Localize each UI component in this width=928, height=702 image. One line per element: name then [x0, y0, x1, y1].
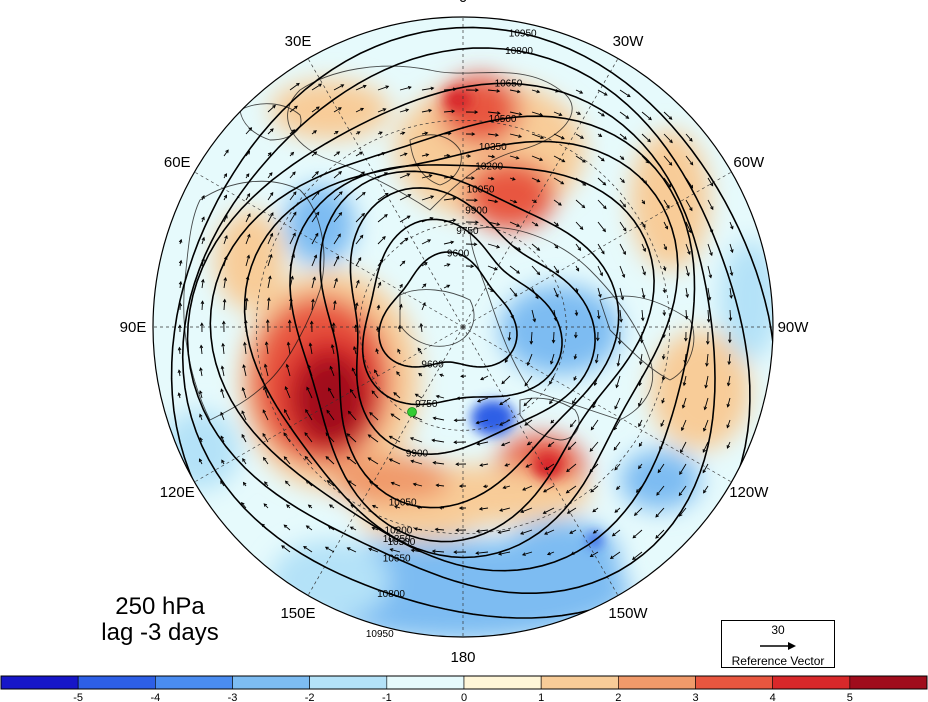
contour-line	[186, 82, 716, 594]
contour-line	[378, 251, 518, 368]
station-marker	[407, 407, 417, 417]
contour-label: 10200	[475, 161, 503, 172]
colorbar-swatch	[155, 675, 233, 690]
longitude-label: 150E	[280, 605, 315, 622]
colorbar: -5 -4 -3 -2 -1 0 1 2 3 4 5	[0, 675, 928, 702]
longitude-label: 180	[450, 649, 475, 666]
colorbar-swatch	[386, 675, 465, 690]
colorbar-swatch	[695, 675, 773, 690]
contour-label: 9750	[415, 399, 438, 410]
contour-label: 10050	[467, 185, 495, 196]
longitude-label: 120W	[729, 484, 769, 501]
colorbar-swatch	[849, 675, 928, 690]
longitude-labels: 0 30E 30W 60E 60W 90E 90W 120E 120W 150E 150W 180	[120, 0, 810, 666]
colorbar-swatch	[463, 675, 542, 690]
wind-vectors	[177, 82, 734, 560]
contour-labels: 9600960097509750990099001005010050102001…	[366, 28, 537, 640]
reference-vector-value: 30	[771, 623, 785, 637]
colorbar-tick-label: -4	[150, 692, 160, 702]
colorbar-tick-label: 1	[538, 692, 544, 702]
contour-label: 10500	[387, 537, 415, 548]
contour-line	[209, 115, 696, 572]
longitude-label: 30W	[613, 33, 645, 50]
longitude-label: 0	[459, 0, 467, 6]
shading-field	[153, 17, 773, 637]
colorbar-tick-label: 5	[847, 692, 853, 702]
plot-title: 250 hPa lag -3 days	[95, 594, 225, 646]
reference-vector-label: Reference Vector	[731, 654, 825, 668]
colorbar-tick-label: 3	[692, 692, 698, 702]
contour-line	[243, 140, 679, 559]
map-boundary	[152, 16, 774, 638]
graticule	[153, 17, 773, 637]
longitude-label: 120E	[160, 484, 195, 501]
colorbar-swatch	[540, 675, 619, 690]
colorbar-swatch	[618, 675, 696, 690]
contour-label: 9900	[406, 448, 429, 459]
contour-label: 10800	[505, 46, 533, 57]
colorbar-tick-label: -5	[73, 692, 83, 702]
contour-line	[349, 187, 596, 456]
longitude-label: 30E	[285, 33, 312, 50]
contour-label: 10650	[383, 553, 411, 564]
longitude-label: 150W	[608, 605, 648, 622]
colorbar-tick-label: 4	[770, 692, 776, 702]
contour-label: 10650	[495, 78, 523, 89]
longitude-label: 90E	[120, 319, 147, 336]
contour-label: 9600	[447, 249, 470, 260]
colorbar-tick-label: 0	[461, 692, 467, 702]
contour-label: 10500	[489, 114, 517, 125]
title-lag: lag -3 days	[101, 619, 219, 646]
contour-label: 10800	[377, 589, 405, 600]
reference-vector-box: 30 Reference Vector	[721, 620, 835, 668]
colorbar-tick-label: -1	[382, 692, 392, 702]
contour-label: 10050	[389, 497, 417, 508]
contour-line	[319, 170, 620, 509]
contour-label: 10350	[383, 534, 411, 545]
contour-label: 9750	[456, 226, 479, 237]
longitude-label: 60W	[733, 154, 765, 171]
colorbar-tick-label: -2	[305, 692, 315, 702]
colorbar-swatch	[0, 675, 79, 690]
colorbar-swatch	[772, 675, 851, 690]
contour-label: 10200	[385, 526, 413, 537]
colorbar-swatch	[232, 675, 310, 690]
colorbar-swatch	[77, 675, 156, 690]
longitude-label: 90W	[778, 319, 810, 336]
longitude-label: 60E	[164, 154, 191, 171]
contour-label: 9600	[421, 360, 444, 371]
contour-line	[289, 164, 655, 543]
colorbar-tick-label: -3	[228, 692, 238, 702]
colorbar-swatch	[309, 675, 388, 690]
title-level: 250 hPa	[115, 593, 205, 620]
reference-arrow-icon	[760, 642, 796, 650]
colorbar-tick-label: 2	[615, 692, 621, 702]
contour-label: 10950	[509, 28, 537, 39]
contour-label: 9900	[465, 206, 488, 217]
contour-line	[361, 218, 563, 406]
contour-label: 10950	[366, 629, 394, 640]
contour-label: 10350	[479, 142, 507, 153]
